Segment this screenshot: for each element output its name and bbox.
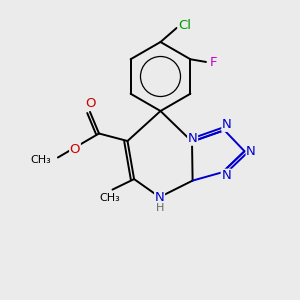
Text: N: N — [188, 132, 197, 145]
Text: O: O — [70, 142, 80, 156]
Text: N: N — [246, 145, 256, 158]
Text: O: O — [85, 97, 95, 110]
Text: F: F — [210, 56, 217, 69]
Text: N: N — [222, 118, 232, 131]
Text: Cl: Cl — [178, 19, 191, 32]
Text: CH₃: CH₃ — [31, 155, 51, 166]
Text: CH₃: CH₃ — [100, 193, 121, 203]
Text: N: N — [155, 190, 164, 204]
Text: N: N — [221, 169, 231, 182]
Text: H: H — [155, 203, 164, 214]
